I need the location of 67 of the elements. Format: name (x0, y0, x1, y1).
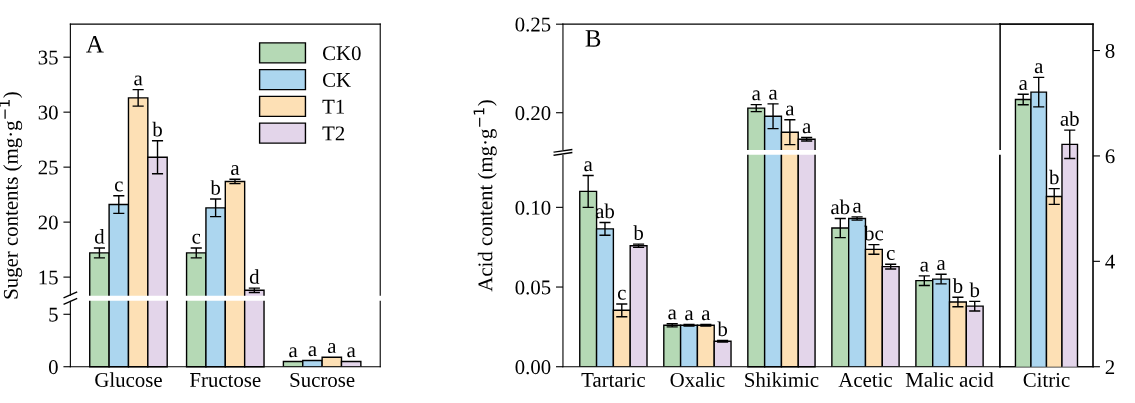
data-label: b (969, 282, 980, 298)
x-tick-label: Shikimic (745, 372, 819, 387)
x-tick-label: Malic acid (905, 372, 994, 387)
data-label: a (769, 89, 778, 100)
data-label: a (308, 346, 317, 357)
y2-tick-label: 8 (1105, 43, 1115, 58)
data-label: a (584, 161, 593, 172)
y-tick-label: 35 (38, 50, 58, 65)
data-label: a (937, 260, 946, 271)
data-label: ab (1060, 111, 1079, 126)
y-tick-label: 0.10 (515, 200, 551, 215)
y-tick-label: 25 (38, 160, 58, 175)
y2-tick-label: 2 (1105, 360, 1115, 374)
data-label: c (192, 233, 201, 244)
legend-label: CK0 (322, 46, 361, 61)
data-label: c (114, 181, 123, 192)
y-tick-label: 20 (38, 215, 58, 230)
y-tick-label: 0.25 (515, 17, 551, 32)
legend-label: CK (322, 72, 351, 87)
legend-label: T2 (322, 126, 345, 141)
y-tick-label: 0.20 (515, 106, 551, 121)
data-label: b (1049, 169, 1059, 185)
y-tick-label: 5 (49, 307, 58, 322)
data-label: a (920, 261, 929, 272)
x-tick-label: Sucrose (290, 372, 355, 387)
data-label: b (633, 225, 643, 240)
annotation: A (86, 35, 104, 53)
y-axis-title: Suger contents (mg·g$^{−1}$) (0, 92, 23, 299)
y-tick-label: 0 (48, 360, 58, 375)
data-label: b (152, 121, 162, 137)
data-label: ab (831, 199, 850, 215)
data-label: a (134, 75, 143, 86)
x-tick-label: Acetic (838, 372, 893, 387)
data-label: a (802, 123, 811, 134)
x-tick-label: Tartaric (581, 372, 645, 387)
data-label: a (231, 165, 240, 175)
data-label: a (668, 309, 677, 320)
data-label: a (327, 343, 337, 354)
y2-tick-label: 4 (1105, 254, 1115, 269)
data-label: b (210, 180, 221, 195)
data-label: b (952, 278, 963, 294)
data-label: a (785, 105, 795, 116)
data-label: d (94, 229, 105, 244)
y-tick-label: 30 (38, 105, 58, 120)
y-axis-title: Acid content (mg·g$^{−1}$) (473, 100, 497, 292)
x-tick-label: Oxalic (670, 372, 725, 387)
data-label: c (617, 289, 626, 300)
annotation: B (585, 30, 601, 47)
data-label: a (347, 347, 356, 358)
x-tick-label: Glucose (95, 372, 162, 387)
data-label: a (1034, 63, 1044, 74)
data-label: c (886, 249, 895, 261)
x-tick-label: Fructose (190, 373, 261, 387)
x-tick-label: Citric (1023, 372, 1070, 387)
data-label: a (752, 90, 761, 101)
data-label: a (853, 202, 862, 213)
y2-tick-label: 6 (1105, 149, 1115, 164)
data-label: a (289, 347, 298, 358)
y-tick-label: 15 (39, 270, 58, 285)
legend-label: T1 (322, 99, 345, 114)
y-tick-label: 0.05 (515, 280, 551, 295)
data-label: a (701, 310, 711, 321)
y-tick-label: 0.00 (515, 360, 551, 375)
data-label: b (717, 321, 728, 337)
data-label: a (685, 310, 694, 321)
data-label: a (1019, 80, 1028, 91)
data-label: d (249, 269, 260, 284)
